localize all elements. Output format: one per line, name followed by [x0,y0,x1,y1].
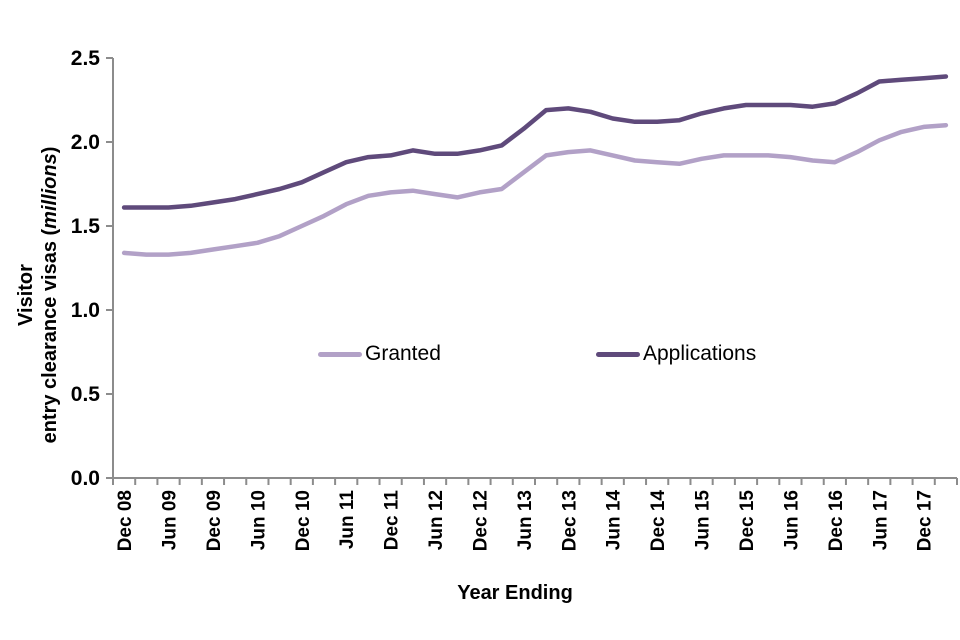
x-tick-label: Dec 10 [293,490,314,551]
x-tick-label: Jun 15 [693,490,714,551]
legend-item-applications: Applications [596,342,756,366]
x-tick-label: Jun 17 [870,490,891,550]
x-tick-label: Jun 10 [248,490,269,550]
y-axis-title: Visitor entry clearance visas (millions) [14,147,62,444]
y-axis-title-line2: entry clearance visas (millions) [39,146,61,444]
y-tick-label: 1.5 [71,215,101,238]
legend-swatch-applications-icon [596,351,640,357]
legend-label-applications: Applications [643,342,757,365]
x-tick-label: Jun 11 [337,490,358,550]
x-tick-label: Jun 16 [781,490,802,550]
y-tick-label: 0.5 [71,383,101,406]
y-tick-label: 2.0 [71,131,100,154]
legend-label-granted: Granted [365,342,441,365]
x-tick-label: Jun 14 [604,490,625,551]
series-line-granted [121,122,949,257]
x-tick-label: Dec 17 [915,490,936,551]
x-tick-label: Jun 13 [515,490,536,550]
x-axis-title: Year Ending [457,582,573,604]
y-tick-label: 0.0 [71,467,100,490]
y-tick-label: 2.5 [71,47,101,70]
x-tick-label: Dec 14 [648,490,669,552]
x-tick-label: Dec 16 [826,490,847,551]
x-tick-label: Dec 09 [204,490,225,551]
x-tick-label: Dec 11 [382,490,403,551]
x-tick-label: Jun 09 [160,490,181,550]
legend-swatch-granted-icon [318,351,362,357]
x-tick-label: Dec 12 [470,490,491,551]
y-axis-title-line1: Visitor [15,264,37,326]
series-line-applications [121,74,949,210]
legend-item-granted: Granted [318,342,441,366]
y-tick-label: 1.0 [71,299,100,322]
x-tick-label: Dec 08 [115,490,136,551]
x-tick-label: Jun 12 [426,490,447,550]
x-tick-label: Dec 13 [559,490,580,551]
x-tick-label: Dec 15 [737,490,758,552]
